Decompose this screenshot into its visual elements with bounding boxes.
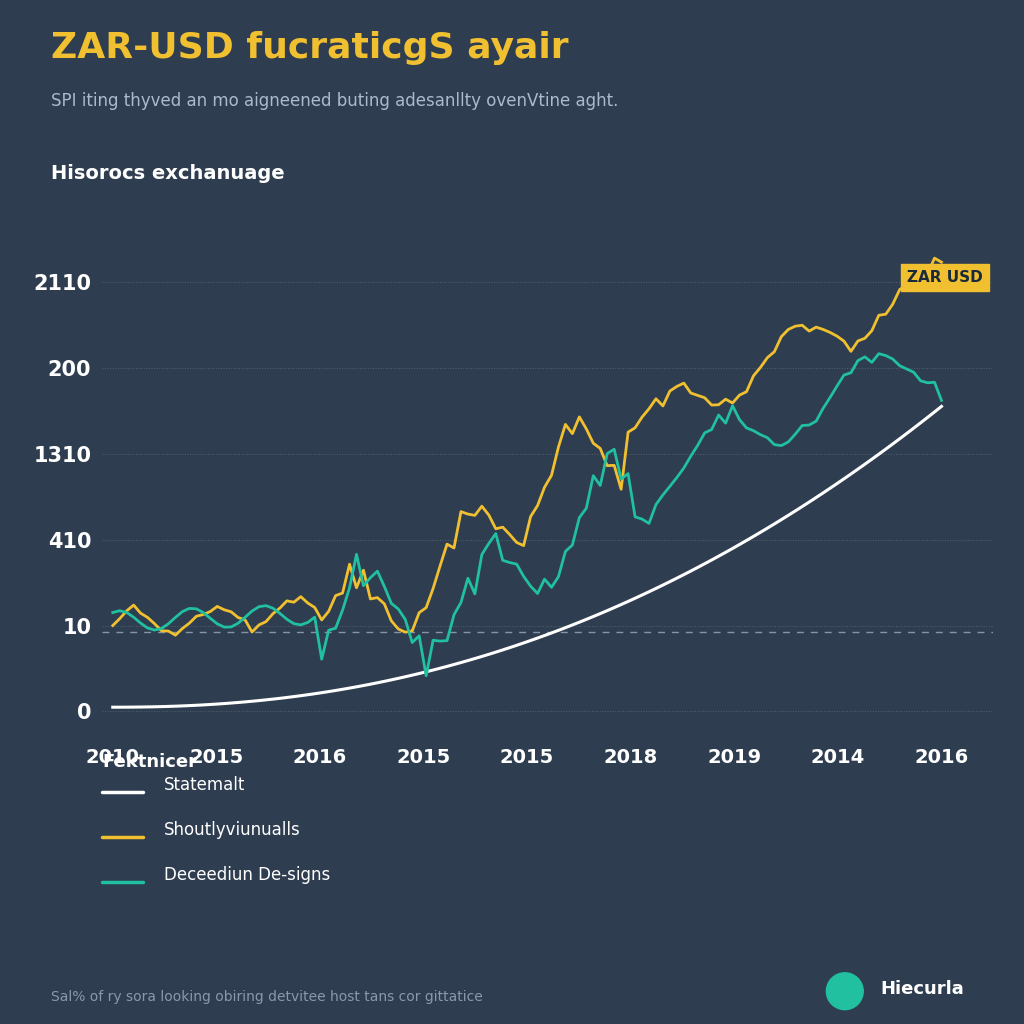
Text: m: m [839, 985, 851, 997]
Text: SPI iting thyved an mo aigneened buting adesanllty ovenVtine aght.: SPI iting thyved an mo aigneened buting … [51, 92, 618, 111]
Text: Shoutlyviunualls: Shoutlyviunualls [164, 820, 301, 839]
Text: ZAR USD: ZAR USD [907, 270, 983, 285]
Text: Fektnicer: Fektnicer [102, 753, 198, 771]
Text: Deceediun De-signs: Deceediun De-signs [164, 865, 330, 884]
Text: Hisorocs exchanuage: Hisorocs exchanuage [51, 164, 285, 183]
Text: ZAR-USD fucraticgS ayair: ZAR-USD fucraticgS ayair [51, 31, 568, 65]
Text: Sal% of ry sora looking obiring detvitee host tans cor gittatice: Sal% of ry sora looking obiring detvitee… [51, 989, 483, 1004]
Text: Hiecurla: Hiecurla [881, 980, 965, 998]
Text: Statemalt: Statemalt [164, 775, 245, 794]
